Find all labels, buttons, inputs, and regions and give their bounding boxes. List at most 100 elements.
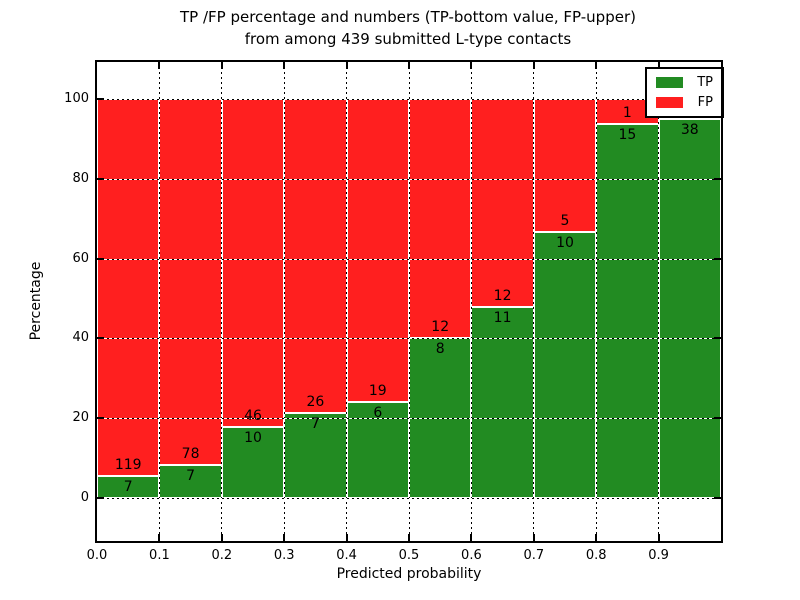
x-tick-mark xyxy=(657,62,660,69)
x-tick-mark xyxy=(345,534,348,541)
x-tick-label: 0.3 xyxy=(273,548,295,563)
fp-count-label: 5 xyxy=(560,212,570,229)
chart-title-line2: from among 439 submitted L-type contacts xyxy=(244,30,572,48)
fp-legend-swatch xyxy=(656,97,683,108)
tp-bar-segment xyxy=(471,307,534,498)
tp-bar-segment xyxy=(596,123,659,498)
x-tick-label: 0.2 xyxy=(211,548,233,563)
fp-count-label: 26 xyxy=(306,394,325,411)
tp-bar-segment xyxy=(284,413,347,498)
fp-bar-segment xyxy=(409,99,472,339)
x-tick-mark xyxy=(345,62,348,69)
y-tick-mark xyxy=(714,337,721,340)
x-tick-mark xyxy=(470,534,473,541)
tp-count-label: 8 xyxy=(435,341,445,358)
horizontal-gridline xyxy=(97,178,721,180)
fp-count-label: 78 xyxy=(181,446,200,463)
tp-count-label: 10 xyxy=(556,234,574,251)
vertical-gridline xyxy=(408,62,410,541)
y-tick-label: 40 xyxy=(72,330,89,346)
y-tick-mark xyxy=(714,257,721,260)
x-tick-mark xyxy=(595,534,598,541)
fp-bar-segment xyxy=(221,99,285,427)
x-tick-label: 0.6 xyxy=(461,548,482,563)
horizontal-gridline xyxy=(97,99,721,100)
y-tick-label: 20 xyxy=(72,410,89,426)
tp-count-label: 38 xyxy=(680,121,699,138)
x-tick-mark xyxy=(283,534,286,541)
legend-row-fp: FP xyxy=(656,96,713,109)
y-tick-mark xyxy=(97,417,104,420)
x-axis-tick-labels: 0.0 0.1 0.2 0.3 0.4 0.5 0.6 0.7 0.8 0.9 xyxy=(87,548,721,564)
y-tick-label: 60 xyxy=(72,250,89,266)
x-tick-mark xyxy=(220,534,223,541)
y-tick-mark xyxy=(714,497,721,499)
x-tick-label: 0.9 xyxy=(648,548,669,563)
vertical-gridline xyxy=(470,62,472,541)
x-axis-label: Predicted probability xyxy=(336,566,482,582)
vertical-gridline xyxy=(595,62,597,541)
fp-bar-segment xyxy=(471,99,534,308)
chart-title-line1: TP /FP percentage and numbers (TP-bottom… xyxy=(180,8,636,26)
fp-count-label: 119 xyxy=(114,456,142,473)
vertical-gridline xyxy=(533,62,535,541)
y-tick-label: 80 xyxy=(72,170,89,186)
fp-bar-segment xyxy=(533,99,597,232)
legend: TP FP xyxy=(645,67,724,118)
horizontal-gridline xyxy=(97,418,721,420)
legend-row-tp: TP xyxy=(656,76,713,89)
fp-legend-label: FP xyxy=(697,95,713,110)
x-tick-mark xyxy=(408,62,410,69)
x-tick-mark xyxy=(532,534,535,541)
tp-bar-segment xyxy=(97,475,160,498)
x-tick-mark xyxy=(470,62,473,69)
x-tick-mark xyxy=(532,62,535,69)
tp-bar-segment xyxy=(658,118,721,498)
vertical-gridline xyxy=(283,62,285,541)
x-tick-mark xyxy=(220,62,223,69)
x-tick-label: 0.1 xyxy=(149,548,170,563)
y-tick-mark xyxy=(714,417,721,420)
tp-bar-segment xyxy=(159,465,222,498)
y-tick-label: 100 xyxy=(64,91,89,106)
fp-count-label: 19 xyxy=(368,383,387,400)
x-tick-mark xyxy=(158,534,161,541)
plot-area: 119 7 78 7 46 10 26 7 19 6 12 8 12 11 5 10 1 15 38 TP FP xyxy=(97,62,724,541)
fp-bar-segment xyxy=(159,99,222,466)
y-tick-mark xyxy=(97,497,104,499)
y-tick-mark xyxy=(97,98,104,100)
x-tick-label: 0.8 xyxy=(585,548,607,563)
vertical-gridline xyxy=(158,62,160,541)
y-tick-mark xyxy=(97,177,104,180)
tp-count-label: 10 xyxy=(244,429,262,446)
fp-count-label: 12 xyxy=(431,319,450,336)
fp-count-label: 1 xyxy=(622,104,632,121)
x-tick-mark xyxy=(657,534,660,541)
x-tick-mark xyxy=(283,62,286,69)
tp-bar-segment xyxy=(533,231,597,498)
vertical-gridline xyxy=(346,62,348,541)
x-tick-label: 0.4 xyxy=(336,548,357,563)
y-axis-label: Percentage xyxy=(28,261,44,341)
x-tick-mark xyxy=(595,62,598,69)
chart-title: TP /FP percentage and numbers (TP-bottom… xyxy=(88,6,728,50)
x-tick-mark xyxy=(408,534,410,541)
tp-count-label: 11 xyxy=(493,310,512,327)
fp-bar-segment xyxy=(346,99,409,403)
y-axis-tick-labels: 0 20 40 60 80 100 xyxy=(38,62,89,541)
tp-count-label: 7 xyxy=(310,416,320,433)
tp-bar-segment xyxy=(221,426,285,498)
tp-count-label: 15 xyxy=(618,126,637,143)
fp-count-label: 46 xyxy=(244,407,262,424)
x-tick-mark xyxy=(158,62,161,69)
horizontal-gridline xyxy=(97,498,721,499)
y-tick-mark xyxy=(97,257,104,260)
x-tick-label: 0.5 xyxy=(398,548,420,563)
vertical-gridline xyxy=(658,62,660,541)
vertical-gridline xyxy=(221,62,223,541)
fp-count-label: 12 xyxy=(493,288,512,305)
y-tick-mark xyxy=(714,177,721,180)
fp-bar-segment xyxy=(284,99,347,414)
tp-count-label: 7 xyxy=(123,478,133,495)
y-tick-label: 0 xyxy=(80,490,89,505)
